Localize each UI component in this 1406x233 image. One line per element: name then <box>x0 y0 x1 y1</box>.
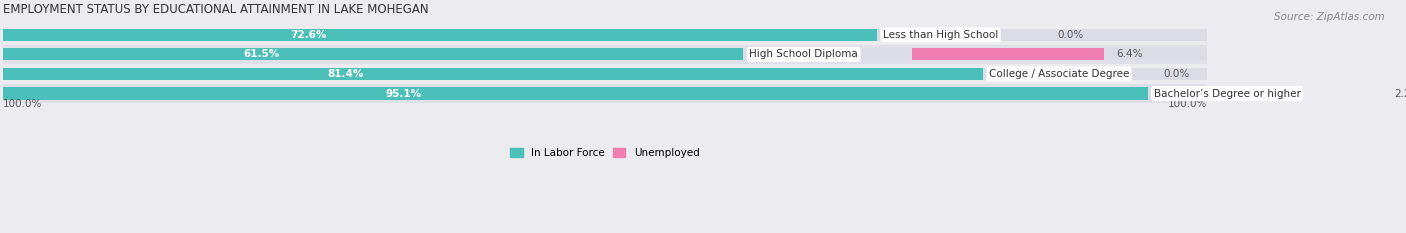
Text: College / Associate Degree: College / Associate Degree <box>988 69 1129 79</box>
Bar <box>3 29 877 41</box>
Bar <box>1316 87 1382 99</box>
Text: High School Diploma: High School Diploma <box>749 49 858 59</box>
Bar <box>911 48 1104 60</box>
Bar <box>3 29 1206 41</box>
Bar <box>3 48 744 60</box>
Text: 81.4%: 81.4% <box>328 69 364 79</box>
Text: Source: ZipAtlas.com: Source: ZipAtlas.com <box>1274 12 1385 22</box>
Bar <box>3 87 1206 99</box>
Bar <box>3 25 1206 45</box>
Bar <box>3 84 1206 103</box>
Text: 6.4%: 6.4% <box>1116 49 1143 59</box>
Bar <box>3 64 1206 84</box>
Text: 95.1%: 95.1% <box>385 89 422 99</box>
Bar <box>3 48 1206 60</box>
Text: 2.2%: 2.2% <box>1395 89 1406 99</box>
Text: 0.0%: 0.0% <box>1057 30 1084 40</box>
Bar <box>3 68 1206 80</box>
Text: 0.0%: 0.0% <box>1163 69 1189 79</box>
Bar <box>3 68 983 80</box>
Legend: In Labor Force, Unemployed: In Labor Force, Unemployed <box>506 144 703 162</box>
Text: 61.5%: 61.5% <box>243 49 280 59</box>
Text: 100.0%: 100.0% <box>1167 99 1206 109</box>
Text: 100.0%: 100.0% <box>3 99 42 109</box>
Bar <box>3 87 1147 99</box>
Text: EMPLOYMENT STATUS BY EDUCATIONAL ATTAINMENT IN LAKE MOHEGAN: EMPLOYMENT STATUS BY EDUCATIONAL ATTAINM… <box>3 3 429 16</box>
Text: 72.6%: 72.6% <box>291 30 326 40</box>
Text: Less than High School: Less than High School <box>883 30 998 40</box>
Text: Bachelor’s Degree or higher: Bachelor’s Degree or higher <box>1154 89 1301 99</box>
Bar <box>3 45 1206 64</box>
